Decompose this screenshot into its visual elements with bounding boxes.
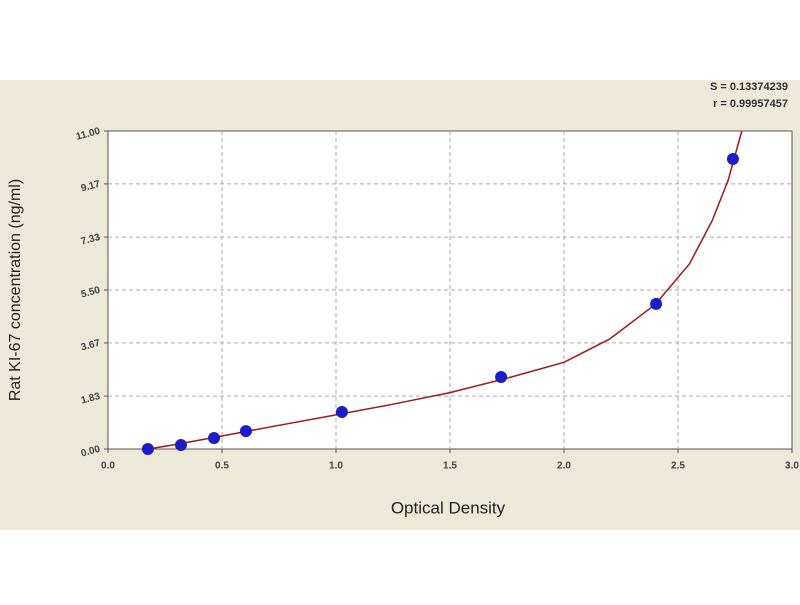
x-tick-label: 0.5: [215, 461, 229, 472]
y-tick-label: 0.00: [80, 444, 102, 460]
data-point: [495, 371, 508, 384]
data-point: [174, 438, 187, 451]
x-axis-label: Optical Density: [391, 498, 506, 517]
data-point: [650, 297, 663, 310]
x-tick-label: 0.0: [101, 461, 115, 472]
data-point: [141, 443, 154, 455]
annotation: r = 0.99957457: [713, 98, 788, 110]
data-point: [208, 432, 221, 445]
y-tick-label: 7.33: [80, 232, 102, 248]
annotation: S = 0.13374239: [710, 81, 788, 93]
data-point: [335, 405, 348, 418]
y-tick-label: 5.50: [80, 285, 102, 301]
x-tick-label: 2.5: [671, 461, 685, 472]
x-tick-label: 3.0: [785, 461, 799, 472]
x-tick-label: 2.0: [557, 461, 571, 472]
y-tick-label: 9.17: [80, 179, 102, 195]
data-point: [726, 153, 739, 166]
data-point: [239, 425, 252, 438]
x-tick-label: 1.5: [443, 461, 457, 472]
y-tick-label: 3.67: [80, 338, 102, 354]
y-tick-label: 1.83: [80, 391, 102, 407]
x-tick-label: 1.0: [329, 461, 343, 472]
y-axis-label: Rat KI-67 concentration (ng/ml): [7, 179, 24, 401]
